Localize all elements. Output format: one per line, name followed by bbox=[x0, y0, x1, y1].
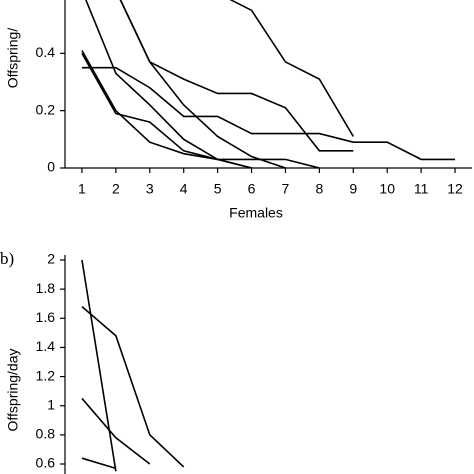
series-line bbox=[119, 0, 354, 152]
panel-label: b) bbox=[0, 249, 14, 268]
x-tick-label: 12 bbox=[447, 181, 463, 197]
y-tick-label: 1.4 bbox=[36, 338, 56, 354]
y-tick-label: 0.6 bbox=[36, 0, 56, 3]
y-tick-label: 1.8 bbox=[36, 280, 56, 296]
x-tick-label: 8 bbox=[315, 181, 323, 197]
x-tick-label: 7 bbox=[282, 181, 290, 197]
x-tick-label: 11 bbox=[414, 181, 429, 197]
y-tick-label: 0.4 bbox=[36, 44, 56, 60]
series-line bbox=[81, 457, 117, 470]
x-axis-label: Females bbox=[229, 205, 283, 221]
x-tick-label: 4 bbox=[180, 181, 188, 197]
y-tick-label: 0 bbox=[47, 159, 55, 175]
x-tick-label: 9 bbox=[349, 181, 357, 197]
y-tick-label: 0.6 bbox=[36, 455, 56, 471]
y-tick-label: 1.2 bbox=[36, 367, 56, 383]
x-tick-label: 2 bbox=[112, 181, 120, 197]
series-line bbox=[81, 306, 185, 468]
x-tick-label: 5 bbox=[214, 181, 222, 197]
x-tick-label: 6 bbox=[248, 181, 256, 197]
y-axis-label: Offspring/ bbox=[5, 28, 21, 89]
y-tick-label: 0.2 bbox=[36, 101, 56, 117]
series-line bbox=[81, 66, 456, 161]
series-line bbox=[81, 259, 117, 472]
x-tick-label: 10 bbox=[379, 181, 395, 197]
series-line bbox=[81, 397, 151, 465]
series-line bbox=[229, 0, 354, 137]
y-tick-label: 0.8 bbox=[36, 426, 56, 442]
series-line bbox=[119, 0, 286, 168]
x-tick-label: 1 bbox=[78, 181, 86, 197]
y-axis-label: Offspring/day bbox=[5, 348, 21, 431]
series-line bbox=[81, 52, 320, 168]
y-tick-label: 2 bbox=[47, 251, 55, 267]
series-line bbox=[85, 0, 252, 168]
y-tick-label: 1 bbox=[47, 396, 55, 412]
x-tick-label: 3 bbox=[146, 181, 154, 197]
y-tick-label: 1.6 bbox=[36, 309, 56, 325]
